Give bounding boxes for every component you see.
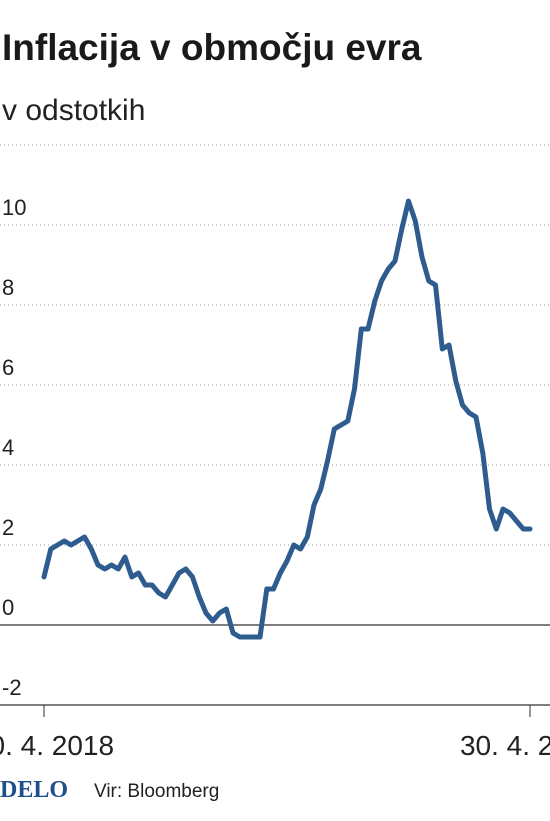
y-tick-label: 2 — [2, 515, 14, 540]
series-line — [41, 198, 533, 640]
chart-title: Inflacija v območju evra — [2, 27, 422, 68]
source: Vir: Bloomberg — [94, 781, 219, 802]
y-tick-label: 0 — [2, 595, 14, 620]
x-tick-label: 30. 4. 2018 — [0, 730, 114, 761]
y-tick-label: -2 — [2, 675, 22, 700]
brand-logo: DELO — [0, 777, 68, 803]
chart-subtitle: v odstotkih — [2, 94, 145, 127]
y-tick-label: 4 — [2, 435, 14, 460]
y-tick-label: 6 — [2, 355, 14, 380]
y-tick-label: 10 — [2, 195, 26, 220]
y-tick-label: 8 — [2, 275, 14, 300]
